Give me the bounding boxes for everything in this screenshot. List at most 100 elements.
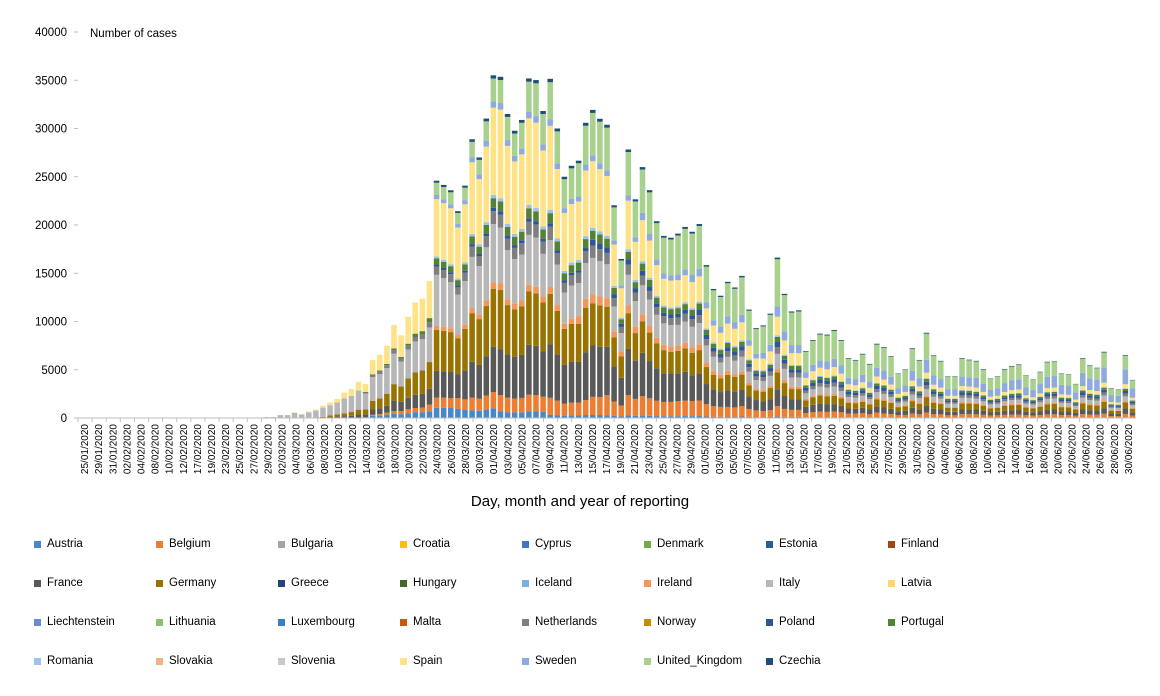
bar-segment-portugal [419, 331, 426, 335]
bar-segment-netherlands [874, 389, 880, 393]
bar-segment-portugal [1051, 391, 1058, 394]
bar-segment-germany [959, 403, 965, 410]
bar-segment-sweden [1023, 387, 1029, 396]
legend-label: Italy [779, 577, 801, 589]
bar-segment-austria [646, 415, 653, 418]
bar-segment-poland [611, 294, 617, 299]
bar-segment-united_kingdom [1129, 380, 1136, 389]
bar-segment-italy [803, 393, 809, 399]
bar-segment-austria [724, 416, 731, 418]
bar-segment-sweden [1122, 369, 1129, 385]
bar-segment-austria [526, 411, 532, 418]
bar-segment-spain [753, 358, 759, 370]
bar-segment-italy [412, 341, 419, 373]
bar-segment-netherlands [476, 256, 482, 267]
bar-segment-italy [831, 386, 837, 394]
bar-segment-sweden [1030, 389, 1036, 398]
bar-segment-netherlands [1065, 401, 1072, 404]
bar-segment-germany [1108, 410, 1114, 414]
legend-item-portugal: Portugal [888, 616, 944, 628]
bar-segment-sweden [1072, 392, 1079, 400]
bar-segment-ireland [703, 362, 710, 368]
bar-segment-austria [426, 411, 433, 418]
bar-segment-france [455, 374, 461, 399]
bar-segment-belgium [533, 395, 539, 412]
legend-item-slovakia: Slovakia [156, 655, 212, 667]
bar-segment-ireland [717, 374, 724, 379]
bar-segment-portugal [526, 208, 532, 219]
bar-segment-italy [781, 368, 788, 381]
bar-segment-france [739, 389, 745, 407]
bar-segment-austria [561, 415, 568, 418]
bar-segment-poland [966, 392, 972, 396]
bar-segment-united_kingdom [455, 213, 461, 224]
x-tick-label: 08/02/2020 [151, 424, 162, 474]
bar-segment-austria [433, 407, 440, 418]
bar-segment-poland [448, 272, 454, 275]
bar-segment-spain [625, 200, 632, 250]
legend-label: Croatia [413, 538, 451, 550]
bar-segment-portugal [1037, 396, 1043, 399]
bar-segment-italy [391, 353, 397, 385]
bar-segment-czechia [668, 237, 674, 240]
bar-segment-france [1051, 409, 1058, 415]
bar-segment-czechia [959, 358, 965, 359]
bar-segment-netherlands [1001, 399, 1008, 402]
bar-segment-belgium [1079, 414, 1086, 418]
bar-segment-czechia [916, 359, 923, 361]
bar-segment-france [483, 356, 490, 396]
bar-segment-belgium [703, 404, 710, 417]
bar-segment-poland [1008, 395, 1015, 398]
bar-segment-spain [732, 328, 738, 347]
bar-segment-poland [866, 394, 873, 397]
bar-segment-spain [377, 354, 383, 371]
bar-segment-france [341, 416, 348, 418]
bar-segment-italy [874, 392, 880, 398]
bar-segment-ireland [618, 351, 624, 357]
bar-segment-france [1108, 413, 1114, 417]
bar-segment-czechia [1008, 365, 1015, 367]
bar-segment-france [703, 384, 710, 405]
bar-segment-united_kingdom [881, 348, 887, 371]
bar-segment-spain [568, 204, 575, 263]
bar-segment-belgium [994, 415, 1001, 418]
bar-segment-italy [448, 282, 454, 329]
bar-segment-portugal [632, 282, 639, 289]
legend-swatch [34, 618, 41, 626]
bar-segment-spain [653, 265, 660, 296]
legend-swatch [278, 540, 285, 548]
bar-segment-portugal [831, 376, 837, 380]
bar-segment-italy [590, 257, 596, 295]
bar-segment-portugal [462, 264, 468, 271]
bar-segment-belgium [874, 412, 880, 418]
bar-segment-spain [952, 395, 958, 399]
x-tick-label: 25/04/2020 [658, 424, 669, 474]
bar-segment-netherlands [760, 377, 766, 381]
bar-segment-portugal [902, 396, 908, 398]
bar-segment-austria [575, 415, 582, 418]
bar-segment-france [653, 368, 660, 401]
bar-segment-united_kingdom [994, 376, 1001, 389]
bar-segment-austria [405, 413, 411, 418]
bar-segment-belgium [526, 394, 532, 412]
bar-segment-romania [1122, 388, 1129, 389]
bar-segment-france [973, 409, 980, 415]
bar-segment-italy [1044, 398, 1051, 404]
bar-segment-poland [490, 207, 497, 212]
bar-segment-sweden [767, 344, 774, 352]
legend-swatch [156, 540, 163, 548]
bar-segment-ireland [490, 282, 497, 289]
bar-segment-romania [817, 375, 823, 377]
bar-segment-ireland [966, 402, 972, 404]
bar-segment-france [724, 390, 731, 407]
bar-segment-czechia [604, 124, 610, 128]
bar-segment-belgium [1072, 415, 1079, 418]
bar-segment-netherlands [817, 383, 823, 387]
bar-segment-romania [824, 377, 830, 379]
bar-segment-sweden [440, 199, 447, 204]
x-tick-label: 05/04/2020 [517, 424, 528, 474]
bar-segment-netherlands [405, 345, 411, 350]
bar-segment-spain [724, 323, 731, 342]
bar-segment-italy [668, 325, 674, 347]
bar-segment-poland [916, 393, 923, 396]
